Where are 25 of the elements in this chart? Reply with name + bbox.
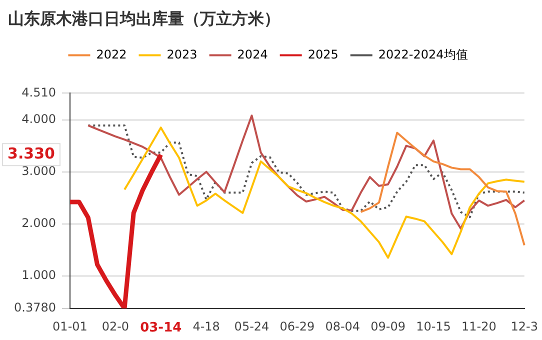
x-tick-label: 4-18 xyxy=(192,320,220,334)
line-series xyxy=(87,124,526,218)
y-tick-label: 3.330 xyxy=(8,144,55,163)
y-tick-label: 4.000 xyxy=(22,112,56,126)
x-tick-label: 08-04 xyxy=(325,320,360,334)
x-tick-label: 11-20 xyxy=(462,320,496,334)
legend-label: 2022 xyxy=(96,47,127,62)
y-tick-label: 4.510 xyxy=(22,85,56,100)
x-tick-label: 09-09 xyxy=(370,320,406,334)
x-tick-label: 12-3 xyxy=(510,320,538,334)
legend-label: 2024 xyxy=(237,47,268,62)
x-tick-label: 06-29 xyxy=(280,320,315,334)
legend-label: 2023 xyxy=(166,47,198,62)
x-tick-label: 10-15 xyxy=(416,320,451,334)
y-tick-label: 2.000 xyxy=(22,216,56,230)
x-tick-label: 01-01 xyxy=(52,320,88,334)
y-tick-label: 1.000 xyxy=(22,268,56,282)
y-tick-label: 0.3780 xyxy=(14,300,56,315)
chart-title: 山东原木港口日均出库量（万立方米） xyxy=(8,8,280,28)
x-tick-label: 02-0 xyxy=(102,320,130,334)
x-tick-label: 03-14 xyxy=(140,320,182,336)
legend-label: 2022-2024均值 xyxy=(378,47,468,62)
legend-label: 2025 xyxy=(308,47,338,62)
x-tick-label: 05-24 xyxy=(234,320,270,334)
y-tick-label: 3.000 xyxy=(22,164,56,178)
